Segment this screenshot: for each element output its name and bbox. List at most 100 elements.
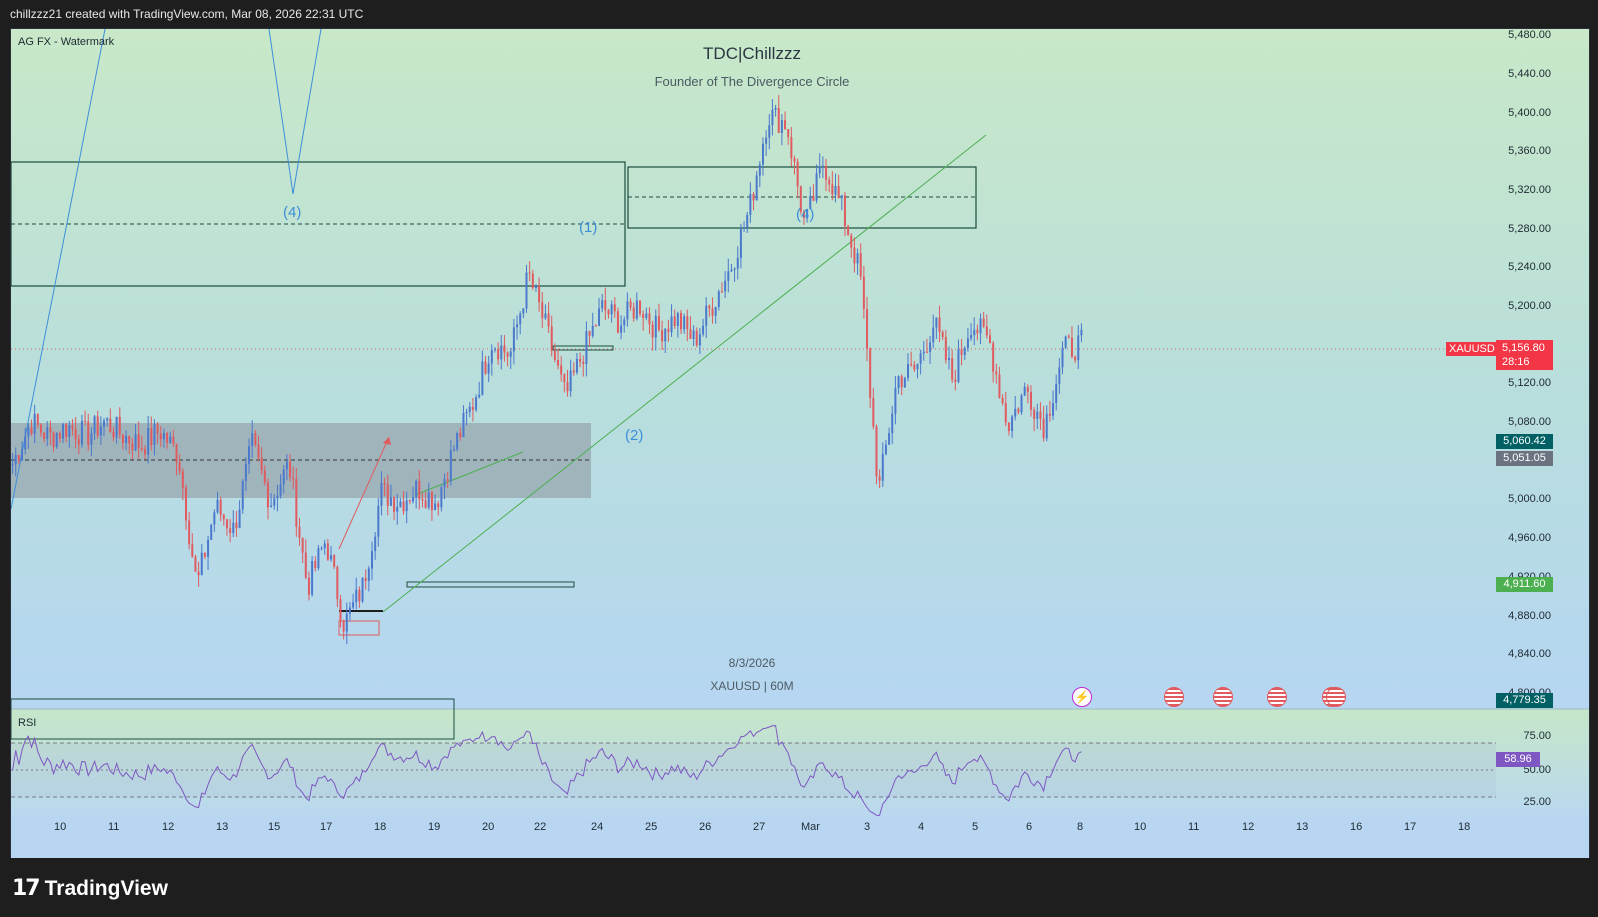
candle-body <box>1023 386 1026 396</box>
candle-body <box>553 350 556 360</box>
candle-body <box>506 352 509 357</box>
candle-body <box>582 361 585 365</box>
candle-body <box>831 184 834 195</box>
candle-body <box>292 477 295 479</box>
candle-body <box>538 286 541 303</box>
candle-body <box>664 328 667 342</box>
rsi-tick: 75.00 <box>1523 730 1551 742</box>
candle-body <box>645 313 648 318</box>
rising-trendline[interactable] <box>382 134 987 613</box>
time-tick: 5 <box>972 821 979 833</box>
candle-body <box>954 379 957 382</box>
time-tick: 13 <box>1296 821 1309 833</box>
last-price-text: 5,156.80 <box>1502 342 1545 354</box>
top-bar: chillzzz21 created with TradingView.com,… <box>0 0 1598 30</box>
candle-body <box>386 484 389 506</box>
lower-zone[interactable] <box>11 698 455 740</box>
us-flag-event-icon[interactable] <box>1213 687 1233 707</box>
candle-body <box>273 498 276 506</box>
candle-body <box>1036 411 1039 419</box>
candle-body <box>361 577 364 602</box>
candle-body <box>673 316 676 326</box>
candle-body <box>654 315 657 338</box>
candle-body <box>651 324 654 338</box>
candle-body <box>71 425 74 429</box>
candle-body <box>459 433 462 438</box>
chart-canvas[interactable] <box>11 29 1589 858</box>
candle-body <box>46 427 49 439</box>
candle-body <box>62 424 65 439</box>
candle-body <box>575 358 578 373</box>
candle-body <box>307 577 310 595</box>
wave-line-v <box>268 29 322 195</box>
candle-body <box>500 345 503 360</box>
candle-body <box>49 427 52 433</box>
candle-body <box>235 522 238 529</box>
candle-body <box>727 271 730 281</box>
candle-body <box>175 443 178 463</box>
candle-body <box>405 500 408 512</box>
candle-body <box>166 432 169 443</box>
support-box-small[interactable] <box>406 581 575 588</box>
candle-body <box>1017 408 1020 413</box>
candle-body <box>443 479 446 488</box>
candle-body <box>620 325 623 333</box>
candle-body <box>1004 403 1007 423</box>
candle-body <box>859 253 862 277</box>
price-tick: 5,280.00 <box>1508 223 1551 235</box>
chart-frame[interactable]: AG FX - Watermark TDC|Chillzzz Founder o… <box>10 28 1590 859</box>
time-tick: 26 <box>699 821 712 833</box>
candle-body <box>566 382 569 392</box>
candle-body <box>336 566 339 600</box>
lightning-event-icon[interactable]: ⚡ <box>1072 687 1092 707</box>
candle-body <box>560 365 563 375</box>
candle-body <box>623 319 626 326</box>
candle-body <box>522 308 525 314</box>
candle-body <box>825 165 828 180</box>
candle-body <box>197 571 200 576</box>
candle-body <box>1014 408 1017 417</box>
rsi-band-fill <box>11 743 1496 797</box>
candle-body <box>907 364 910 379</box>
candle-body <box>408 500 411 502</box>
red-box-low[interactable] <box>338 620 380 636</box>
candle-body <box>446 479 449 482</box>
us-flag-event-icon[interactable] <box>1164 687 1184 707</box>
candle-body <box>1077 335 1080 361</box>
level-badge: 4,911.60 <box>1496 577 1553 592</box>
candle-body <box>440 487 443 508</box>
candle-body <box>27 427 30 437</box>
candle-body <box>878 476 881 481</box>
us-flag-event-icon[interactable] <box>1267 687 1287 707</box>
candle-body <box>200 552 203 576</box>
candle-body <box>115 416 118 438</box>
projection-arrow-line <box>338 436 390 550</box>
candle-body <box>591 325 594 336</box>
candle-body <box>364 577 367 581</box>
candle-body <box>787 129 790 138</box>
candle-body <box>758 164 761 176</box>
chart-title: TDC|Chillzzz <box>703 44 801 63</box>
candle-body <box>888 433 891 445</box>
price-tick: 5,000.00 <box>1508 493 1551 505</box>
time-tick: 11 <box>108 821 120 833</box>
candle-body <box>626 301 629 320</box>
candle-body <box>232 522 235 534</box>
candle-body <box>118 416 121 435</box>
candle-body <box>572 370 575 373</box>
candle-body <box>941 332 944 337</box>
candle-body <box>289 461 292 478</box>
candle-body <box>695 330 698 346</box>
support-box-mid[interactable] <box>552 345 614 351</box>
upper-trendline[interactable] <box>414 451 524 496</box>
candle-body <box>749 193 752 215</box>
us-flag-event-icon[interactable] <box>1326 687 1346 707</box>
candle-body <box>358 589 361 602</box>
time-tick: 10 <box>54 821 67 833</box>
candle-body <box>900 376 903 388</box>
candle-body <box>412 497 414 502</box>
time-tick: 22 <box>534 821 547 833</box>
tradingview-logo[interactable]: 17 TradingView <box>12 876 168 901</box>
resistance-zone-left[interactable] <box>11 161 626 287</box>
candle-body <box>121 434 124 444</box>
